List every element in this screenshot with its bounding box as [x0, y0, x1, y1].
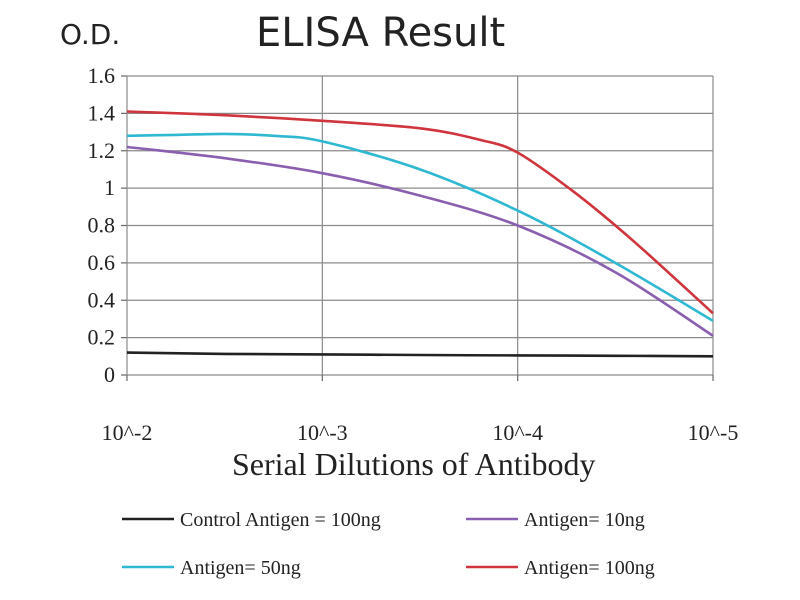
x-tick-label: 10^-5 — [688, 420, 739, 445]
y-tick-label: 1 — [104, 175, 115, 200]
y-tick-label: 1.2 — [88, 138, 116, 163]
y-tick-label: 0.2 — [88, 325, 116, 350]
legend-label: Antigen= 10ng — [524, 509, 645, 531]
legend-label: Antigen= 100ng — [524, 557, 655, 579]
series-lines — [126, 110, 714, 358]
x-tick-label: 10^-4 — [492, 420, 543, 445]
series-line — [126, 132, 714, 322]
y-tick-label: 0 — [104, 362, 115, 387]
y-tick-label: 1.4 — [88, 100, 116, 125]
tick-labels: 0 0.2 0.4 0.6 0.8 1 1.2 1.4 1.6 10^-2 10^-3 10^-4 10… — [88, 63, 739, 445]
grid-lines — [121, 75, 714, 381]
legend: Control Antigen = 100ng Antigen= 10ng Anti… — [122, 509, 655, 579]
x-tick-label: 10^-2 — [102, 420, 153, 445]
x-tick-label: 10^-3 — [297, 420, 348, 445]
y-tick-label: 0.8 — [88, 213, 116, 238]
legend-label: Antigen= 50ng — [180, 557, 301, 579]
chart-title: ELISA Result — [256, 10, 506, 56]
series-line — [126, 110, 714, 315]
legend-label: Control Antigen = 100ng — [180, 509, 381, 531]
y-tick-label: 0.4 — [88, 287, 116, 312]
y-axis-label: O.D. — [60, 18, 121, 51]
series-line — [126, 145, 714, 337]
x-axis-label: Serial Dilutions of Antibody — [232, 446, 596, 482]
y-tick-label: 1.6 — [88, 63, 116, 88]
y-tick-label: 0.6 — [88, 250, 116, 275]
series-line — [126, 351, 714, 358]
